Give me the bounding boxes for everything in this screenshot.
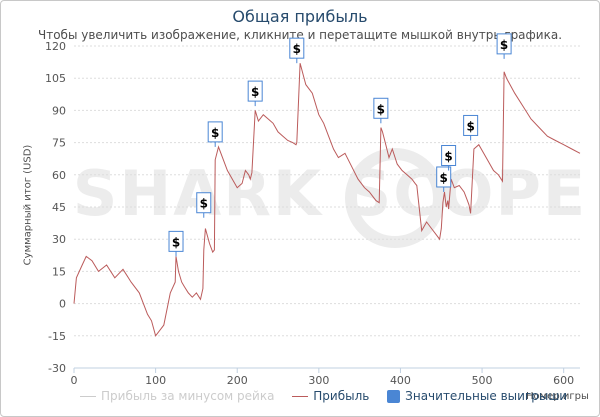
axes: -30 -15 0 15 30 45 60 75 90 105 120 0 100 200 300 400 50… — [45, 40, 580, 387]
y-tick-label: 120 — [45, 40, 66, 53]
x-axis-label: Номер игры — [526, 391, 589, 402]
y-tick-label: 0 — [59, 298, 66, 311]
y-tick-label: 60 — [52, 169, 66, 182]
big-win-marker[interactable]: $ — [168, 230, 184, 257]
y-tick-label: -15 — [48, 330, 66, 343]
x-tick-label: 0 — [71, 374, 78, 387]
legend: Прибыль за минусом рейка Прибыль Значите… — [80, 388, 581, 403]
x-tick-label: 600 — [553, 374, 574, 387]
legend-label: Значительные выигрыши — [405, 388, 568, 403]
x-tick-label: 300 — [308, 374, 329, 387]
y-tick-label: 45 — [52, 201, 66, 214]
y-tick-label: -30 — [48, 362, 66, 375]
marker-label: $ — [466, 119, 474, 133]
marker-label: $ — [377, 102, 385, 116]
marker-label: $ — [440, 171, 448, 185]
big-win-marker[interactable]: $ — [373, 97, 389, 124]
x-tick-label: 200 — [227, 374, 248, 387]
big-win-markers[interactable]: $ $ $ $ $ $ $ $ $ $ — [168, 33, 512, 257]
legend-item-big-wins[interactable]: Значительные выигрыши — [387, 389, 567, 403]
x-tick-label: 500 — [472, 374, 493, 387]
grid-lines — [74, 45, 580, 369]
legend-item-profit[interactable]: Прибыль — [292, 389, 369, 403]
marker-label: $ — [500, 38, 508, 52]
marker-label: $ — [293, 42, 301, 56]
y-tick-label: 90 — [52, 104, 66, 117]
big-win-marker[interactable]: $ — [196, 192, 212, 218]
legend-label: Прибыль — [313, 388, 370, 403]
y-tick-label: 105 — [45, 72, 66, 85]
marker-label: $ — [251, 85, 259, 99]
big-win-marker[interactable]: $ — [247, 80, 263, 107]
y-tick-label: 30 — [52, 233, 66, 246]
watermark-ring — [345, 148, 445, 248]
marker-label: $ — [444, 150, 452, 164]
y-tick-label: 15 — [52, 265, 66, 278]
marker-label: $ — [172, 235, 180, 249]
big-win-marker[interactable]: $ — [436, 166, 452, 192]
big-win-marker[interactable]: $ — [463, 114, 479, 141]
y-tick-label: 75 — [52, 137, 66, 150]
big-win-marker[interactable]: $ — [207, 121, 223, 147]
legend-label: Прибыль за минусом рейка — [101, 388, 275, 403]
chart-subtitle: Чтобы увеличить изображение, кликните и … — [37, 28, 563, 42]
profit-line — [73, 63, 581, 337]
big-win-marker[interactable]: $ — [289, 37, 305, 64]
x-tick-label: 400 — [390, 374, 411, 387]
series-lines — [73, 63, 581, 337]
big-win-marker[interactable]: $ — [496, 33, 512, 59]
y-axis-label: Суммарный итог (USD) — [22, 144, 34, 266]
marker-label: $ — [211, 126, 219, 140]
marker-label: $ — [200, 197, 208, 211]
legend-item-net-of-rake[interactable]: Прибыль за минусом рейка — [80, 389, 274, 403]
x-tick-label: 100 — [145, 374, 166, 387]
big-win-marker[interactable]: $ — [441, 145, 457, 171]
chart-title: Общая прибыль — [232, 7, 368, 26]
watermark: SHARK SCOPE — [73, 157, 588, 230]
